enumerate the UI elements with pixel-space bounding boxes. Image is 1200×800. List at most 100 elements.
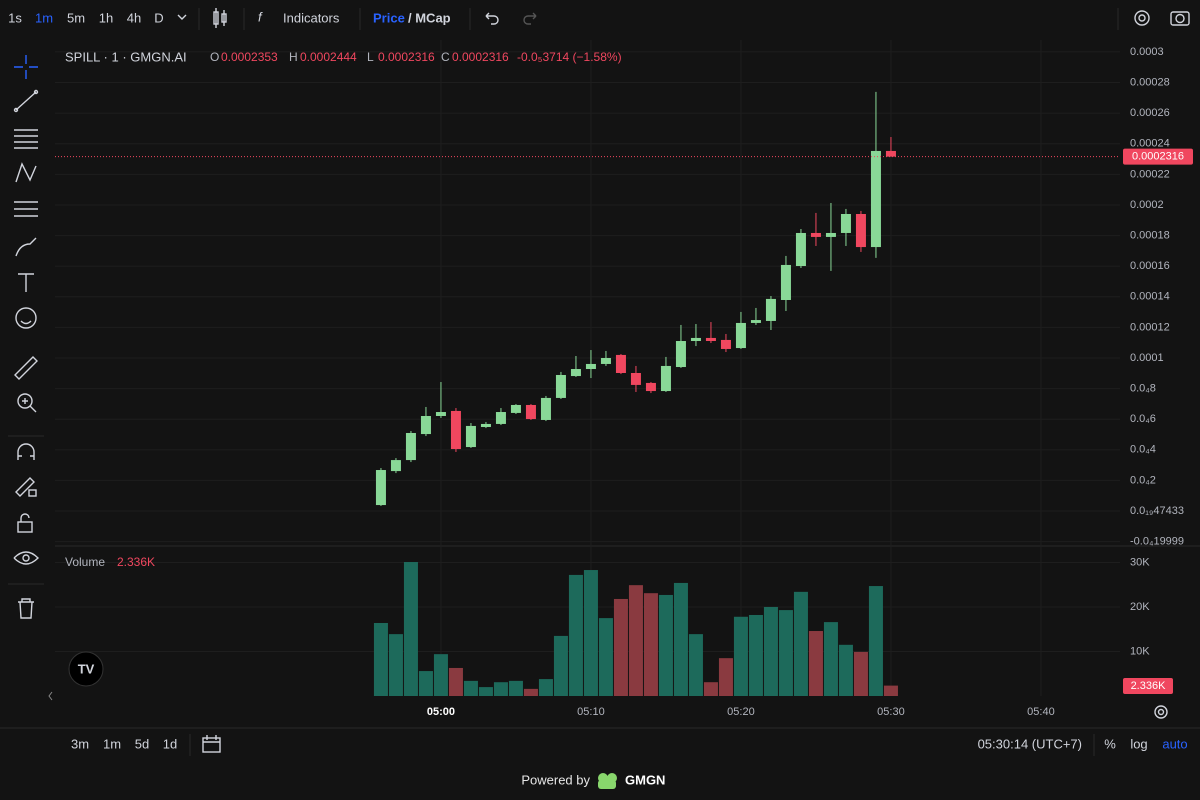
y-tick-label: 0.0003: [1130, 46, 1164, 58]
y-tick-label: 0.00016: [1130, 260, 1170, 272]
volume-bar: [373, 623, 388, 696]
volume-bar: [418, 671, 433, 696]
y-tick-label: 0.0₄6: [1130, 413, 1156, 425]
undo[interactable]: [485, 12, 499, 25]
y-tick-label: 0.00024: [1130, 138, 1170, 150]
interval-button[interactable]: D: [154, 10, 163, 25]
volume-bar: [793, 591, 808, 696]
candle-body: [405, 432, 416, 461]
volume-bar: [733, 616, 748, 696]
brand-logo: [598, 773, 617, 789]
legend-value: 0.0002444: [300, 50, 357, 64]
axis-settings[interactable]: [1154, 705, 1168, 719]
candle-body: [510, 404, 521, 413]
range-button[interactable]: 1d: [163, 736, 177, 751]
volume-bar: [868, 586, 883, 696]
tv-logo[interactable]: [68, 651, 104, 687]
volume-bar: [628, 585, 643, 696]
mcap-toggle[interactable]: / MCap: [408, 10, 451, 25]
interval-button[interactable]: 1h: [99, 10, 113, 25]
log-toggle[interactable]: log: [1130, 736, 1147, 751]
range-button[interactable]: 1m: [103, 736, 121, 751]
volume-bar: [643, 593, 658, 696]
interval-button[interactable]: 4h: [127, 10, 141, 25]
settings[interactable]: [1134, 10, 1150, 26]
fx-icon[interactable]: f: [258, 9, 263, 24]
candle-type-icon[interactable]: [213, 8, 227, 28]
legend-key: H: [289, 50, 298, 64]
screenshot[interactable]: [1170, 11, 1190, 26]
volume-bar: [478, 687, 493, 696]
volume-bar: [493, 682, 508, 696]
last-price-tag: [1123, 148, 1193, 165]
candle-body: [675, 341, 686, 368]
candle-body: [540, 397, 551, 420]
interval-button[interactable]: 1m: [35, 10, 53, 25]
y-tick-label: 0.00018: [1130, 229, 1170, 241]
candle-body: [660, 365, 671, 392]
range-button[interactable]: 5d: [135, 736, 149, 751]
volume-legend-value: 2.336K: [117, 555, 155, 569]
candle-body: [525, 404, 536, 420]
y-tick-label: 0.00014: [1130, 291, 1170, 303]
y-tick-label: 0.00026: [1130, 107, 1170, 119]
volume-tag-label: 2.336K: [1131, 680, 1167, 692]
clock: 05:30:14 (UTC+7): [978, 736, 1082, 751]
chart-title: SPILL · 1 · GMGN.AI: [65, 49, 187, 64]
volume-bar: [748, 614, 763, 696]
volume-tag: [1123, 678, 1173, 694]
price-toggle[interactable]: Price: [373, 10, 405, 25]
legend-key: L: [367, 50, 374, 64]
percent-toggle[interactable]: %: [1104, 736, 1116, 751]
legend-key: O: [210, 50, 219, 64]
volume-bar: [433, 654, 448, 696]
collapse-toolbar[interactable]: [48, 691, 53, 701]
volume-bar: [823, 622, 838, 696]
candle-body: [870, 150, 881, 248]
indicators-button[interactable]: Indicators: [283, 10, 340, 25]
legend-key: C: [441, 50, 450, 64]
candle-body: [600, 357, 611, 364]
candle-body: [705, 337, 716, 342]
drawing-tools[interactable]: [8, 55, 44, 619]
candle-body: [690, 337, 701, 342]
y-tick-label: 20K: [1130, 601, 1150, 613]
candle-body: [735, 322, 746, 349]
candle-body: [750, 320, 761, 323]
candle-body: [840, 213, 851, 233]
volume-bar: [538, 679, 553, 696]
volume-bar: [463, 680, 478, 696]
candle-body: [795, 232, 806, 267]
volume-bar: [883, 685, 898, 696]
legend-value: 0.0002316: [378, 50, 435, 64]
candle-body: [495, 412, 506, 424]
interval-button[interactable]: 5m: [67, 10, 85, 25]
auto-toggle[interactable]: auto: [1162, 736, 1187, 751]
volume-bar: [853, 651, 868, 696]
candle-body: [615, 354, 626, 373]
y-tick-label: 0.0002: [1130, 199, 1164, 211]
candle-body: [420, 415, 431, 435]
x-tick-label: 05:00: [427, 706, 455, 718]
volume-bar: [613, 598, 628, 696]
y-tick-label: 0.0₁₉47433: [1130, 505, 1184, 517]
candle-body: [645, 382, 656, 392]
interval-button[interactable]: 1s: [8, 10, 22, 25]
range-button[interactable]: 3m: [71, 736, 89, 751]
volume-legend: Volume: [65, 555, 105, 569]
volume-bar: [808, 631, 823, 696]
candle-body: [390, 460, 401, 472]
x-tick-label: 05:10: [577, 706, 605, 718]
candle-body: [570, 369, 581, 377]
legend-change: -0.0₅3714 (−1.58%): [517, 50, 622, 64]
redo[interactable]: [523, 12, 537, 25]
go-to-date[interactable]: [202, 735, 221, 753]
candle-body: [810, 232, 821, 237]
interval-dropdown[interactable]: [177, 14, 187, 20]
volume-bar: [583, 570, 598, 696]
candle-body: [825, 232, 836, 237]
candle-body: [720, 339, 731, 349]
volume-bar: [523, 688, 538, 696]
